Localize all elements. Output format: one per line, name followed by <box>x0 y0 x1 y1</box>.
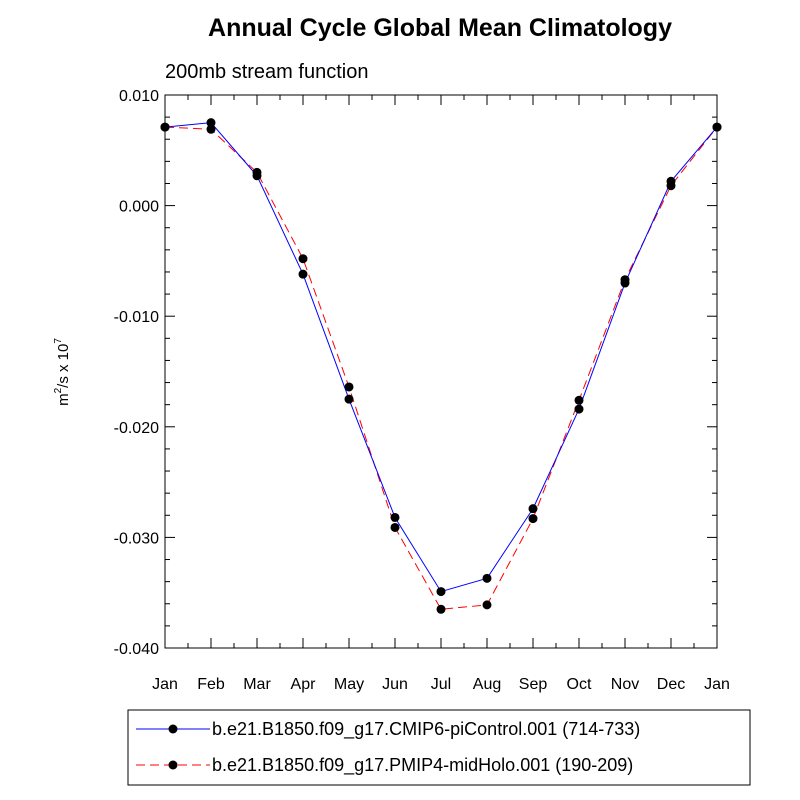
series-line-1 <box>164 126 718 610</box>
x-tick-label: Feb <box>197 676 225 693</box>
y-axis-label: m2/s x 107 <box>53 338 72 406</box>
series-1-point <box>482 600 492 610</box>
series-0-point <box>482 573 492 583</box>
plot-frame <box>164 94 718 649</box>
chart-subtitle: 200mb stream function <box>165 61 368 83</box>
x-tick-label: Dec <box>657 676 685 693</box>
series-1-point <box>390 522 400 532</box>
x-tick-label: Sep <box>519 676 548 693</box>
series-1-point <box>574 395 584 405</box>
legend-marker-picontrol <box>168 724 178 734</box>
x-tick-label: May <box>334 676 364 693</box>
y-tick-label: 0.010 <box>119 88 159 105</box>
x-tick-label: Jun <box>382 676 408 693</box>
x-tick-label: Mar <box>243 676 271 693</box>
x-tick-label: Jan <box>704 676 730 693</box>
x-tick-label: Jul <box>431 676 451 693</box>
legend: b.e21.B1850.f09_g17.CMIP6-piControl.001 … <box>127 709 751 786</box>
x-tick-label: Nov <box>611 676 639 693</box>
y-tick-label: -0.030 <box>114 530 159 547</box>
series-0-point <box>206 118 216 128</box>
x-tick-label: Jan <box>152 676 178 693</box>
series-0-point <box>574 404 584 414</box>
y-tick-label: -0.040 <box>114 641 159 658</box>
series-0-point <box>298 269 308 279</box>
series-0-point <box>436 587 446 597</box>
legend-marker-midholo <box>168 760 178 770</box>
series-1-point <box>298 254 308 264</box>
series-1-point <box>666 181 676 191</box>
legend-box <box>127 709 751 786</box>
x-tick-label: Aug <box>473 676 501 693</box>
legend-label-picontrol: b.e21.B1850.f09_g17.CMIP6-piControl.001 … <box>212 719 640 740</box>
series-1-point <box>620 275 630 285</box>
x-tick-label: Apr <box>291 676 317 693</box>
y-tick-label: 0.000 <box>119 199 159 216</box>
series-1-point <box>436 604 446 614</box>
y-tick-label: -0.010 <box>114 309 159 326</box>
legend-label-midholo: b.e21.B1850.f09_g17.PMIP4-midHolo.001 (1… <box>212 755 633 776</box>
y-tick-label: -0.020 <box>114 420 159 437</box>
series-0-point <box>344 394 354 404</box>
series-0-point <box>528 504 538 514</box>
chart-title: Annual Cycle Global Mean Climatology <box>208 14 672 42</box>
series-1-point <box>528 514 538 524</box>
series-1-point <box>206 124 216 134</box>
series-1-point <box>344 382 354 392</box>
series-line-0 <box>164 122 718 593</box>
series-0-point <box>390 512 400 522</box>
series-1-point <box>252 167 262 177</box>
x-tick-label: Oct <box>567 676 592 693</box>
